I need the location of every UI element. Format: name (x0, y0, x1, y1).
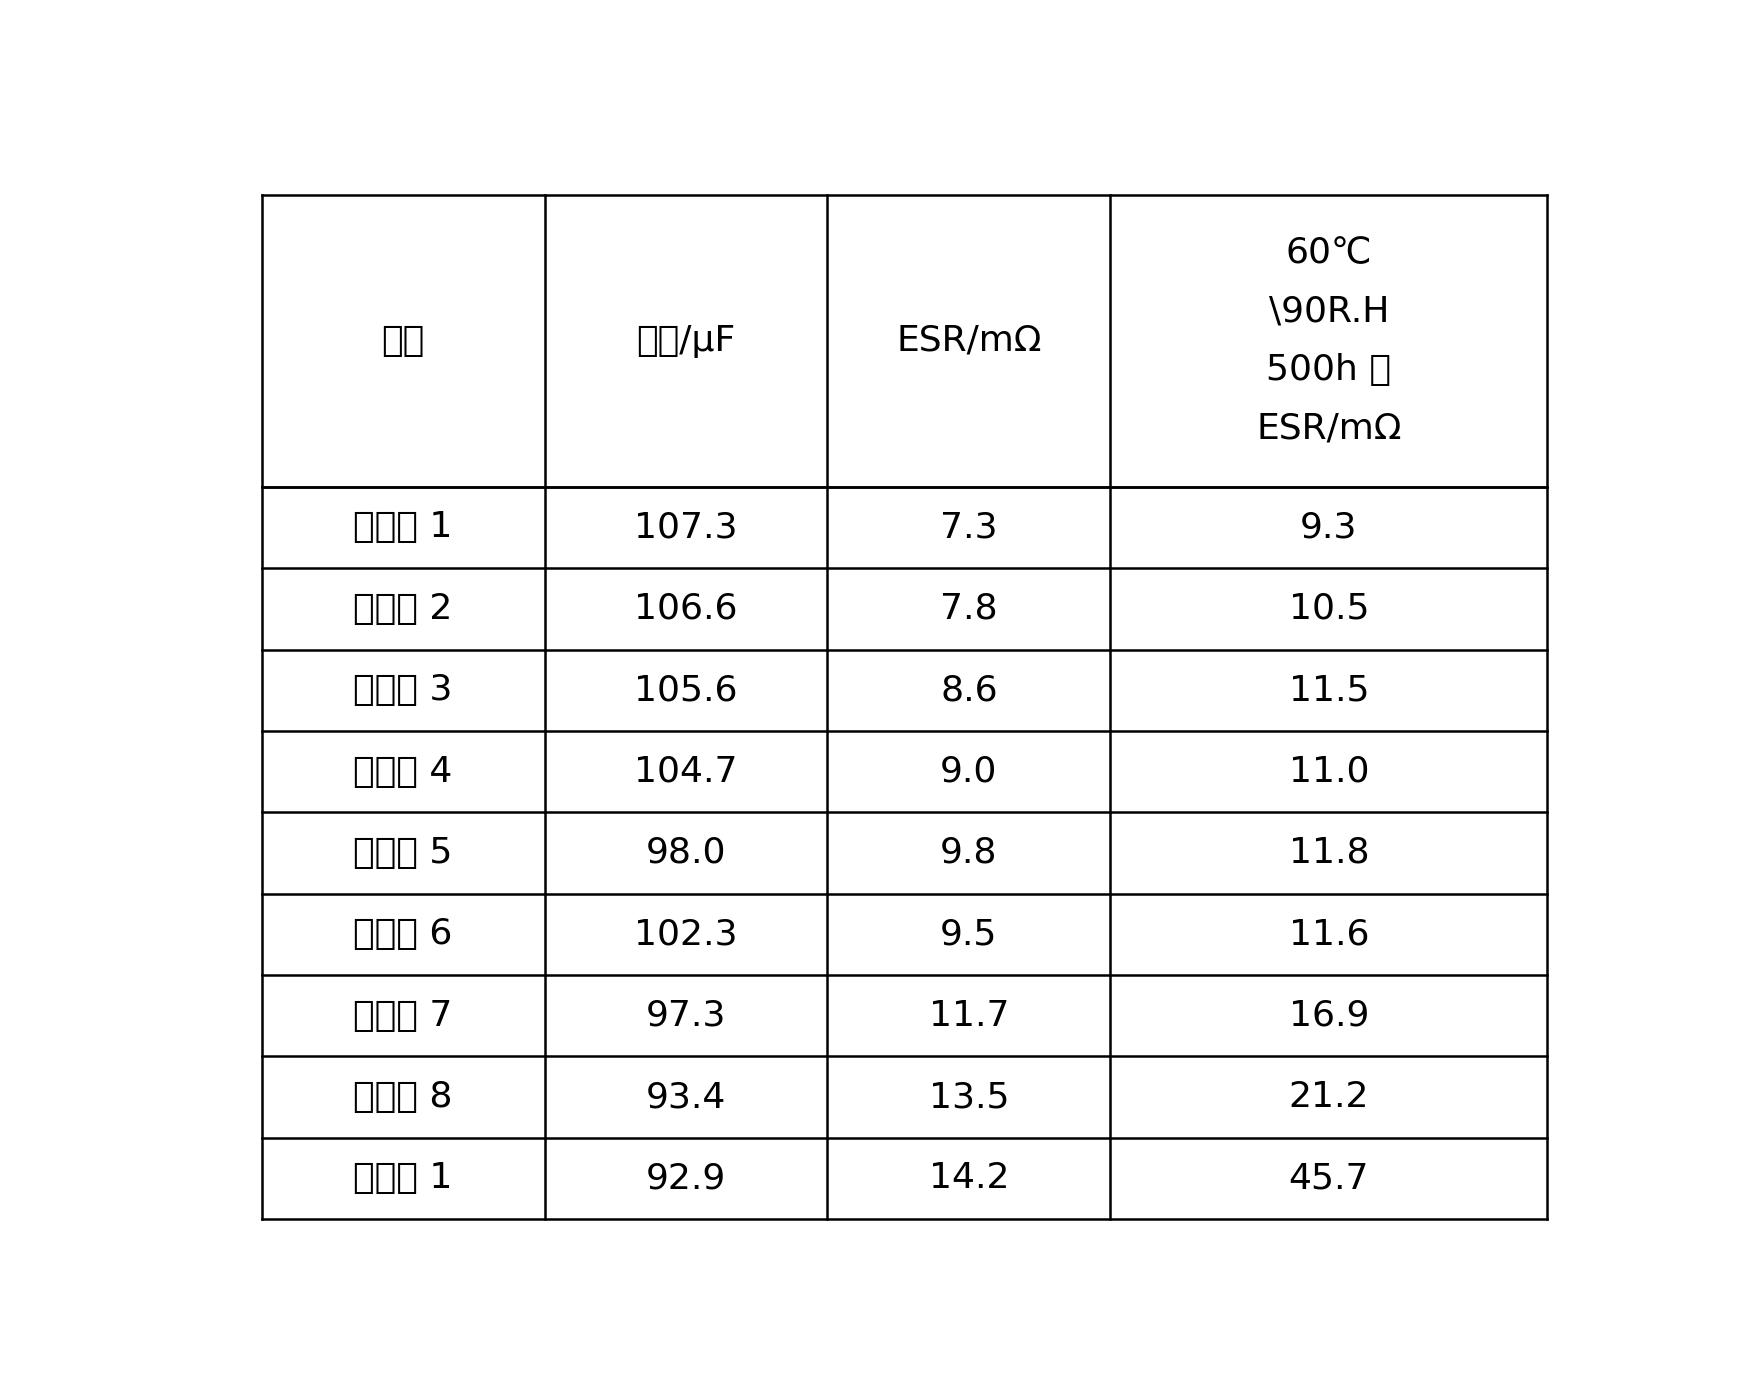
Text: 9.8: 9.8 (940, 836, 997, 869)
Text: 11.7: 11.7 (928, 998, 1009, 1033)
Text: 105.6: 105.6 (633, 673, 737, 707)
Text: 45.7: 45.7 (1288, 1162, 1369, 1196)
Text: 实施例 2: 实施例 2 (353, 592, 453, 626)
Text: 对比例 1: 对比例 1 (353, 1162, 453, 1196)
Text: 13.5: 13.5 (928, 1079, 1009, 1114)
Text: 107.3: 107.3 (633, 511, 737, 545)
Text: 实施例 6: 实施例 6 (353, 917, 453, 951)
Text: 11.0: 11.0 (1288, 755, 1369, 788)
Text: 93.4: 93.4 (646, 1079, 725, 1114)
Text: 92.9: 92.9 (646, 1162, 725, 1196)
Text: 实施例 7: 实施例 7 (353, 998, 453, 1033)
Text: 实施例 3: 实施例 3 (353, 673, 453, 707)
Text: ESR/mΩ: ESR/mΩ (896, 323, 1041, 358)
Text: 10.5: 10.5 (1288, 592, 1369, 626)
Text: 102.3: 102.3 (633, 917, 737, 951)
Text: 9.0: 9.0 (940, 755, 997, 788)
Text: 11.8: 11.8 (1288, 836, 1369, 869)
Text: 9.3: 9.3 (1300, 511, 1357, 545)
Text: 实施例 4: 实施例 4 (353, 755, 453, 788)
Text: 11.6: 11.6 (1288, 917, 1369, 951)
Text: 实施例 5: 实施例 5 (353, 836, 453, 869)
Text: 7.8: 7.8 (940, 592, 997, 626)
Text: 60℃: 60℃ (1284, 237, 1371, 270)
Text: 7.3: 7.3 (940, 511, 997, 545)
Text: 9.5: 9.5 (940, 917, 997, 951)
Text: \90R.H: \90R.H (1268, 294, 1388, 329)
Text: 实施例 8: 实施例 8 (353, 1079, 453, 1114)
Text: 容量/μF: 容量/μF (637, 323, 736, 358)
Text: 对象: 对象 (381, 323, 425, 358)
Text: 14.2: 14.2 (928, 1162, 1009, 1196)
Text: 实施例 1: 实施例 1 (353, 511, 453, 545)
Text: 16.9: 16.9 (1288, 998, 1369, 1033)
Text: 97.3: 97.3 (646, 998, 725, 1033)
Text: 11.5: 11.5 (1288, 673, 1369, 707)
Text: 8.6: 8.6 (940, 673, 997, 707)
Text: 106.6: 106.6 (633, 592, 737, 626)
Text: 98.0: 98.0 (646, 836, 725, 869)
Text: 104.7: 104.7 (633, 755, 737, 788)
Text: 21.2: 21.2 (1288, 1079, 1369, 1114)
Text: 500h 后: 500h 后 (1265, 353, 1390, 386)
Text: ESR/mΩ: ESR/mΩ (1256, 412, 1401, 445)
